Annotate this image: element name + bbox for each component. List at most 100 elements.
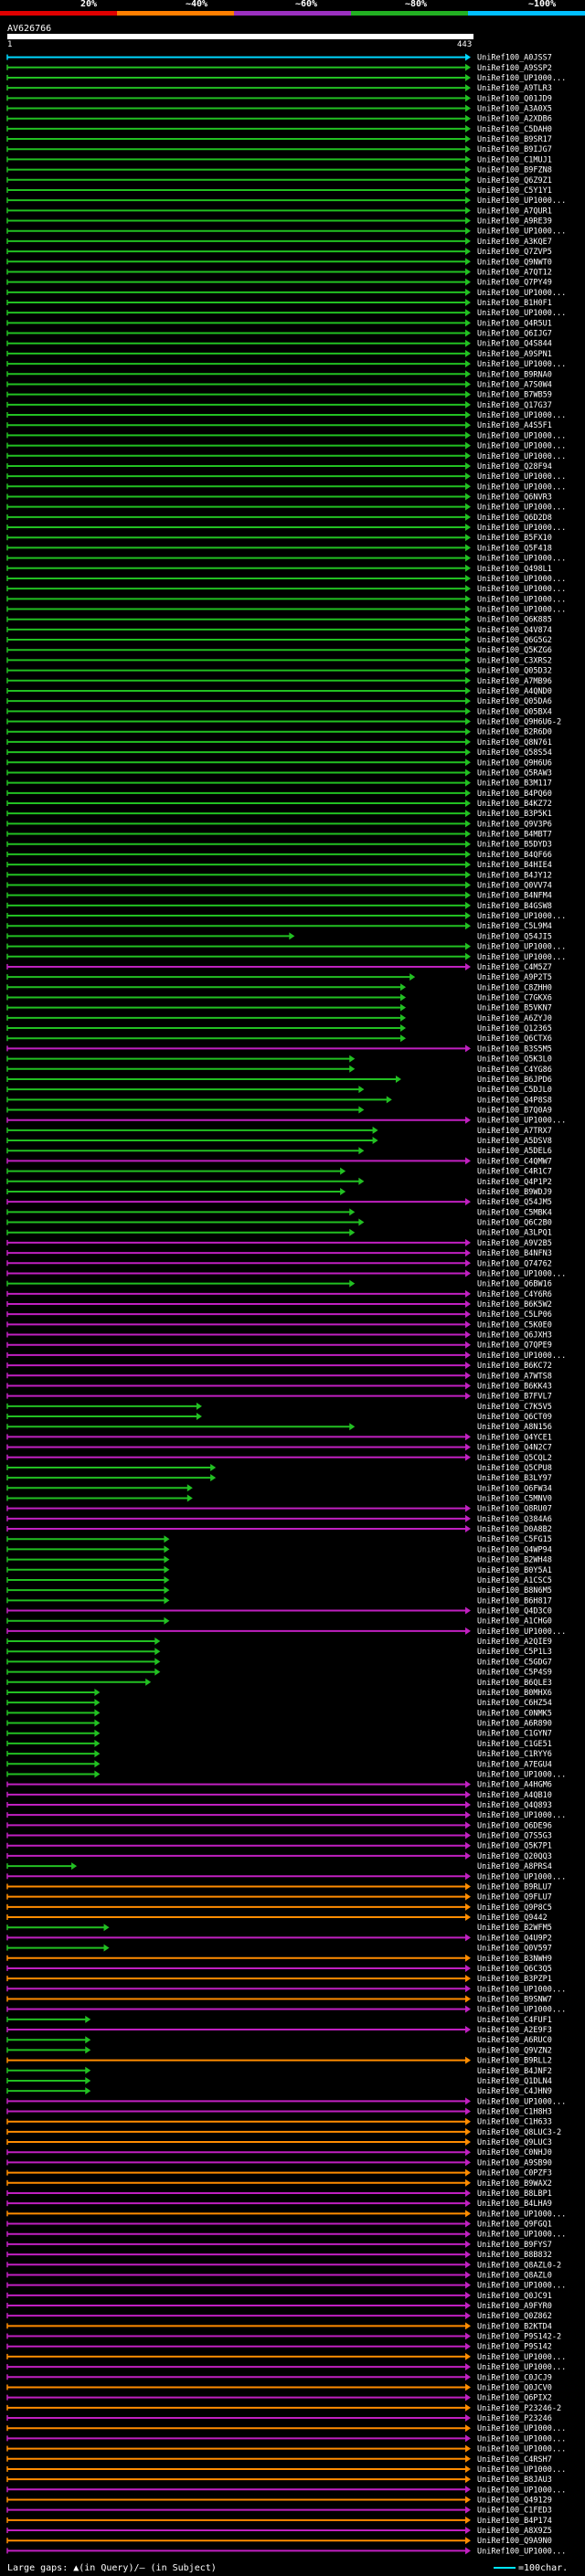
hit-label[interactable]: UniRef100_Q9NWT0 bbox=[477, 258, 552, 267]
hit-label[interactable]: UniRef100_B1H0F1 bbox=[477, 299, 552, 308]
hit-label[interactable]: UniRef100_UP1000... bbox=[477, 2353, 566, 2362]
hit-label[interactable]: UniRef100_UP1000... bbox=[477, 1352, 566, 1361]
hit-row[interactable]: UniRef100_B9RNA0 bbox=[6, 370, 552, 379]
hit-row[interactable]: UniRef100_B9SNW7 bbox=[6, 1995, 552, 2004]
hit-row[interactable]: UniRef100_UP1000... bbox=[6, 2097, 566, 2106]
hit-label[interactable]: UniRef100_Q5KZG6 bbox=[477, 646, 552, 655]
hit-label[interactable]: UniRef100_B9SNW7 bbox=[477, 1995, 552, 2004]
hit-row[interactable]: UniRef100_B9WDJ9 bbox=[6, 1187, 552, 1197]
hit-label[interactable]: UniRef100_C5GDG7 bbox=[477, 1658, 552, 1667]
hit-label[interactable]: UniRef100_B4GSW8 bbox=[477, 902, 552, 911]
hit-row[interactable]: UniRef100_UP1000... bbox=[6, 2210, 566, 2219]
hit-row[interactable]: UniRef100_A9RE39 bbox=[6, 217, 552, 227]
hit-row[interactable]: UniRef100_Q4P8S8 bbox=[6, 1096, 552, 1105]
hit-row[interactable]: UniRef100_B7WB59 bbox=[6, 390, 552, 400]
hit-label[interactable]: UniRef100_UP1000... bbox=[477, 555, 566, 564]
hit-label[interactable]: UniRef100_A7QUR1 bbox=[477, 207, 552, 216]
hit-label[interactable]: UniRef100_A6RUC0 bbox=[477, 2036, 552, 2045]
hit-row[interactable]: UniRef100_B8LBP1 bbox=[6, 2189, 552, 2199]
hit-row[interactable]: UniRef100_Q1DLN4 bbox=[6, 2076, 552, 2086]
hit-row[interactable]: UniRef100_UP1000... bbox=[6, 952, 566, 962]
hit-label[interactable]: UniRef100_UP1000... bbox=[477, 2363, 566, 2372]
hit-row[interactable]: UniRef100_Q6DE96 bbox=[6, 1821, 552, 1830]
hit-row[interactable]: UniRef100_C8ZHH0 bbox=[6, 983, 552, 992]
hit-row[interactable]: UniRef100_UP1000... bbox=[6, 451, 566, 461]
hit-row[interactable]: UniRef100_Q9VZN2 bbox=[6, 2046, 552, 2055]
hit-row[interactable]: UniRef100_D0A8B2 bbox=[6, 1525, 552, 1534]
hit-label[interactable]: UniRef100_UP1000... bbox=[477, 2486, 566, 2495]
hit-row[interactable]: UniRef100_Q4WP94 bbox=[6, 1545, 552, 1554]
hit-row[interactable]: UniRef100_A2XDB6 bbox=[6, 114, 552, 124]
hit-row[interactable]: UniRef100_B9RLL2 bbox=[6, 2056, 552, 2066]
hit-label[interactable]: UniRef100_Q5F418 bbox=[477, 544, 552, 553]
hit-row[interactable]: UniRef100_B6KK43 bbox=[6, 1382, 552, 1391]
hit-label[interactable]: UniRef100_B9RLL2 bbox=[477, 2057, 552, 2066]
hit-row[interactable]: UniRef100_A9SSP2 bbox=[6, 63, 552, 73]
hit-label[interactable]: UniRef100_B3P5K1 bbox=[477, 810, 552, 819]
hit-row[interactable]: UniRef100_UP1000... bbox=[6, 309, 566, 318]
hit-label[interactable]: UniRef100_Q6JXH3 bbox=[477, 1331, 552, 1341]
hit-row[interactable]: UniRef100_B3M117 bbox=[6, 779, 552, 789]
hit-label[interactable]: UniRef100_Q4P1P2 bbox=[477, 1178, 552, 1187]
hit-label[interactable]: UniRef100_Q5K3L0 bbox=[477, 1055, 552, 1065]
hit-label[interactable]: UniRef100_C5DJL0 bbox=[477, 1086, 552, 1095]
hit-label[interactable]: UniRef100_UP1000... bbox=[477, 2097, 566, 2106]
hit-row[interactable]: UniRef100_Q4Q893 bbox=[6, 1801, 552, 1810]
hit-row[interactable]: UniRef100_Q8RU07 bbox=[6, 1504, 552, 1514]
hit-row[interactable]: UniRef100_Q5RAW3 bbox=[6, 769, 552, 778]
hit-row[interactable]: UniRef100_B9RLU7 bbox=[6, 1882, 552, 1892]
hit-row[interactable]: UniRef100_C5LP06 bbox=[6, 1310, 552, 1320]
hit-label[interactable]: UniRef100_B6K5W2 bbox=[477, 1300, 552, 1309]
hit-label[interactable]: UniRef100_Q28F94 bbox=[477, 462, 552, 472]
hit-row[interactable]: UniRef100_A9TLR3 bbox=[6, 84, 552, 93]
hit-row[interactable]: UniRef100_UP1000... bbox=[6, 942, 566, 952]
hit-row[interactable]: UniRef100_B5DYD3 bbox=[6, 840, 552, 850]
hit-row[interactable]: UniRef100_Q8AZL0 bbox=[6, 2271, 552, 2280]
hit-label[interactable]: UniRef100_A3LPQ1 bbox=[477, 1229, 552, 1238]
hit-label[interactable]: UniRef100_A9FYR0 bbox=[477, 2302, 552, 2311]
hit-row[interactable]: UniRef100_UP1000... bbox=[6, 360, 566, 369]
hit-label[interactable]: UniRef100_UP1000... bbox=[477, 2210, 566, 2219]
hit-row[interactable]: UniRef100_B4GSW8 bbox=[6, 901, 552, 911]
hit-label[interactable]: UniRef100_Q9H6U6 bbox=[477, 758, 552, 768]
hit-label[interactable]: UniRef100_C4YG86 bbox=[477, 1065, 552, 1075]
hit-label[interactable]: UniRef100_UP1000... bbox=[477, 2282, 566, 2291]
hit-label[interactable]: UniRef100_A4S5F1 bbox=[477, 421, 552, 430]
hit-label[interactable]: UniRef100_Q0V597 bbox=[477, 1945, 552, 1954]
hit-row[interactable]: UniRef100_C1MUJ1 bbox=[6, 155, 552, 164]
hit-row[interactable]: UniRef100_C7K5V5 bbox=[6, 1402, 552, 1412]
hit-label[interactable]: UniRef100_C5Y1Y1 bbox=[477, 186, 552, 196]
hit-row[interactable]: UniRef100_B5VKN7 bbox=[6, 1003, 552, 1013]
hit-label[interactable]: UniRef100_B5DYD3 bbox=[477, 841, 552, 850]
hit-row[interactable]: UniRef100_B7Q0A9 bbox=[6, 1106, 552, 1116]
hit-label[interactable]: UniRef100_C4Y6R6 bbox=[477, 1290, 552, 1299]
hit-label[interactable]: UniRef100_B4HIE4 bbox=[477, 861, 552, 870]
hit-label[interactable]: UniRef100_B4QF66 bbox=[477, 851, 552, 860]
hit-row[interactable]: UniRef100_Q0VV74 bbox=[6, 881, 552, 890]
hit-label[interactable]: UniRef100_B6QLE3 bbox=[477, 1679, 552, 1688]
hit-row[interactable]: UniRef100_UP1000... bbox=[6, 1351, 566, 1361]
hit-label[interactable]: UniRef100_A8N156 bbox=[477, 1423, 552, 1432]
hit-row[interactable]: UniRef100_Q4P1P2 bbox=[6, 1177, 552, 1187]
hit-label[interactable]: UniRef100_Q6NVR3 bbox=[477, 493, 552, 502]
hit-row[interactable]: UniRef100_B2KTD4 bbox=[6, 2322, 552, 2331]
hit-row[interactable]: UniRef100_Q6FW34 bbox=[6, 1484, 552, 1493]
hit-label[interactable]: UniRef100_Q6CT09 bbox=[477, 1413, 552, 1422]
hit-label[interactable]: UniRef100_C1MUJ1 bbox=[477, 155, 552, 164]
hit-label[interactable]: UniRef100_A3KQE7 bbox=[477, 238, 552, 247]
hit-label[interactable]: UniRef100_P23246 bbox=[477, 2414, 552, 2423]
hit-row[interactable]: UniRef100_B4HIE4 bbox=[6, 861, 552, 870]
hit-label[interactable]: UniRef100_A7TRX7 bbox=[477, 1127, 552, 1136]
hit-row[interactable]: UniRef100_A5DSV8 bbox=[6, 1137, 552, 1146]
hit-label[interactable]: UniRef100_Q4YCE1 bbox=[477, 1433, 552, 1442]
hit-label[interactable]: UniRef100_A1CHG0 bbox=[477, 1617, 552, 1627]
hit-row[interactable]: UniRef100_B3P5K1 bbox=[6, 810, 552, 819]
hit-row[interactable]: UniRef100_Q5K7P1 bbox=[6, 1841, 552, 1851]
hit-row[interactable]: UniRef100_UP1000... bbox=[6, 441, 566, 451]
hit-row[interactable]: UniRef100_B4NFM4 bbox=[6, 891, 552, 901]
hit-row[interactable]: UniRef100_Q9H6U6-2 bbox=[6, 717, 561, 727]
hit-row[interactable]: UniRef100_B1H0F1 bbox=[6, 299, 552, 308]
hit-label[interactable]: UniRef100_A9SSP2 bbox=[477, 64, 552, 73]
hit-row[interactable]: UniRef100_B4QF66 bbox=[6, 850, 552, 860]
hit-row[interactable]: UniRef100_A9SPN1 bbox=[6, 349, 552, 359]
